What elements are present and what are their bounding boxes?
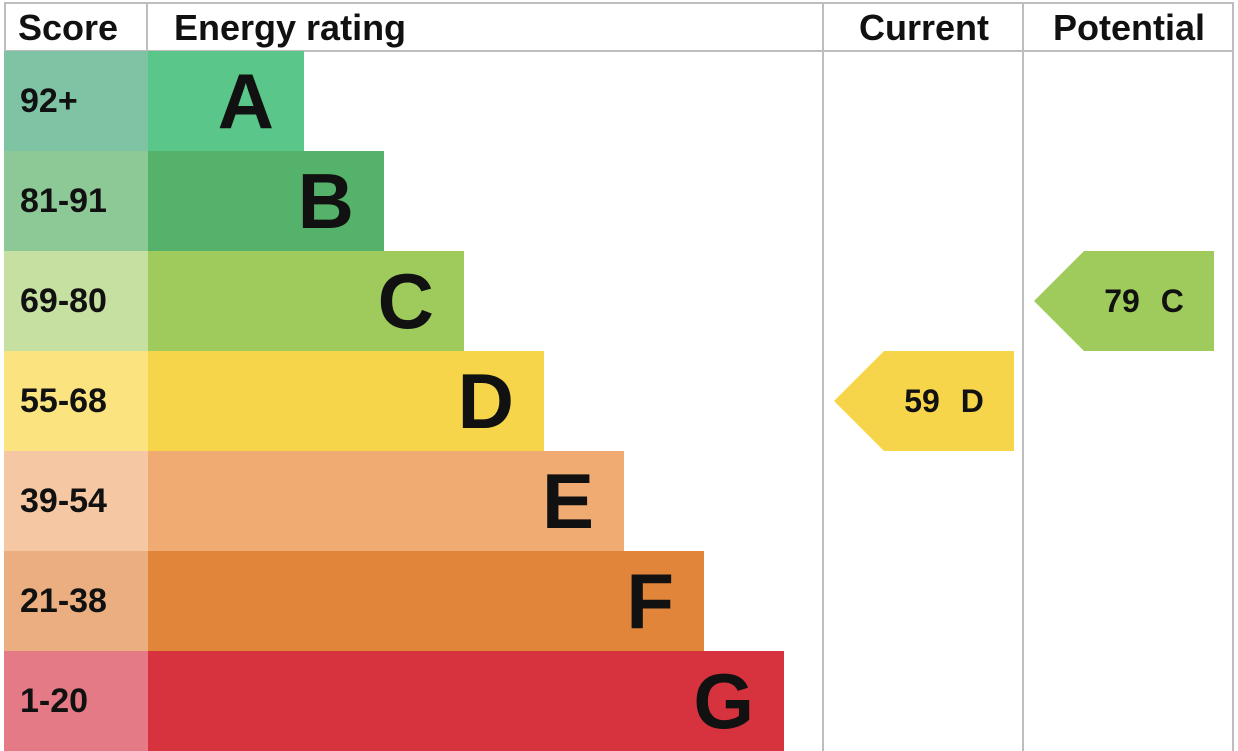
score-cell: 21-38 (4, 551, 148, 651)
rating-letter: C (377, 257, 434, 345)
potential-arrow-shape (1034, 251, 1214, 351)
score-range-label: 92+ (20, 82, 78, 120)
rating-bar: E (148, 451, 624, 551)
rating-bar: C (148, 251, 464, 351)
score-range-label: 55-68 (20, 382, 107, 420)
score-cell: 81-91 (4, 151, 148, 251)
rating-letter: B (297, 157, 354, 245)
score-cell: 69-80 (4, 251, 148, 351)
rating-bar: D (148, 351, 544, 451)
header-current: Current (858, 7, 989, 48)
potential-divider (1022, 2, 1024, 751)
current-divider (822, 2, 824, 751)
score-range-label: 69-80 (20, 282, 107, 320)
score-range-label: 39-54 (20, 482, 107, 520)
current-rating-label: 59 D (904, 383, 984, 419)
current-rating-arrow: 59 D (834, 351, 1014, 451)
potential-rating-label: 79 C (1104, 283, 1184, 319)
rating-bar: G (148, 651, 784, 751)
right-border (1232, 2, 1234, 751)
score-cell: 39-54 (4, 451, 148, 551)
header-divider (4, 50, 1234, 52)
current-arrow-shape (834, 351, 1014, 451)
rating-bar: F (148, 551, 704, 651)
score-range-label: 21-38 (20, 582, 107, 620)
header-score: Score (18, 7, 119, 48)
rating-letter: F (626, 557, 674, 645)
score-cell: 55-68 (4, 351, 148, 451)
score-range-label: 81-91 (20, 182, 107, 220)
epc-chart: Score Energy rating Current Potential 92… (4, 2, 1234, 751)
rating-letter: E (541, 457, 594, 545)
rating-bar: A (148, 51, 304, 151)
rating-bar: B (148, 151, 384, 251)
score-divider (146, 2, 148, 52)
rating-letter: G (693, 657, 754, 745)
score-cell: 92+ (4, 51, 148, 151)
rating-letter: D (457, 357, 514, 445)
rating-letter: A (217, 57, 274, 145)
header-energy-rating: Energy rating (174, 7, 407, 48)
top-border (4, 2, 1234, 4)
potential-rating-arrow: 79 C (1034, 251, 1214, 351)
score-cell: 1-20 (4, 651, 148, 751)
score-range-label: 1-20 (20, 682, 89, 720)
header-potential: Potential (1052, 7, 1205, 48)
